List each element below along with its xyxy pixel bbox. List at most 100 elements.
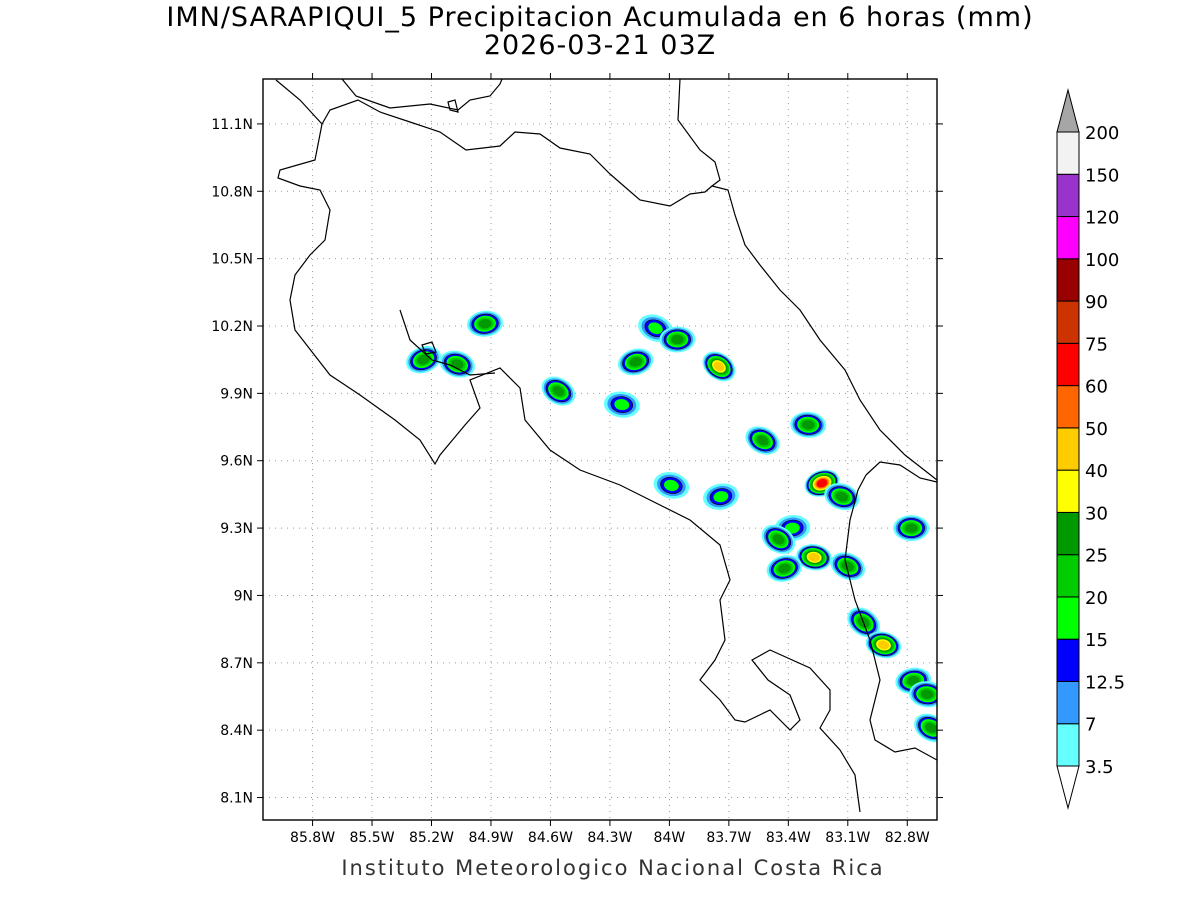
precip-contour-band	[906, 676, 920, 686]
precip-cell	[467, 310, 503, 337]
precip-contour-band	[478, 319, 492, 329]
precip-contour-band	[816, 479, 828, 488]
map-frame	[262, 78, 938, 821]
colorbar-swatch	[1056, 342, 1080, 387]
precip-cell	[909, 681, 937, 708]
lon-tick-label: 84.6W	[528, 830, 573, 846]
precip-contour-band	[648, 322, 663, 335]
colorbar-label: 30	[1085, 503, 1108, 524]
lat-tick-label: 9.9N	[220, 386, 253, 402]
lon-tick-label: 83.7W	[706, 830, 751, 846]
lon-tick-label: 84.3W	[587, 830, 632, 846]
lat-tick-label: 8.1N	[220, 791, 253, 807]
lat-tick-label: 10.2N	[211, 319, 253, 335]
longitude-axis: 85.8W 85.5W 85.2W 84.9W 84.6W 84.3W 84W 83.7W 83…	[290, 73, 930, 846]
colorbar-swatch	[1056, 131, 1080, 175]
precip-contour-band	[670, 334, 684, 345]
lat-tick-label: 10.5N	[211, 252, 253, 268]
lake-nicaragua-shore	[341, 79, 503, 111]
caribbean-coast	[677, 79, 937, 481]
precip-contour-band	[835, 491, 849, 502]
precip-cell	[745, 426, 780, 455]
colorbar-swatch	[1056, 554, 1080, 598]
colorbar-swatch	[1056, 173, 1080, 218]
precip-contour-band	[663, 479, 679, 492]
precip-cell	[796, 544, 832, 571]
colorbar-swatch	[1056, 427, 1080, 471]
colorbar-label: 12.5	[1085, 672, 1125, 693]
precip-cell	[761, 524, 796, 554]
precip-contour-band	[920, 689, 934, 699]
colorbar-label: 7	[1085, 715, 1096, 736]
precip-cell	[541, 376, 576, 406]
lat-tick-label: 9.3N	[220, 521, 253, 537]
lat-tick-label: 8.7N	[220, 656, 253, 672]
precip-cell	[603, 391, 640, 418]
lat-tick-label: 10.8N	[211, 184, 253, 200]
precip-contour-band	[801, 420, 815, 430]
precip-contour-band	[614, 399, 630, 411]
precip-cell	[703, 483, 739, 510]
precip-cell	[659, 326, 696, 353]
colorbar-max-arrow	[1056, 88, 1080, 133]
latitude-axis: 8.1N 8.4N 8.7N 9N 9.3N 9.6N 9.9N 10.2N 10.5N 10.8…	[211, 117, 943, 807]
precip-cell	[617, 348, 654, 376]
pacific-coast-guanacaste	[277, 123, 861, 813]
precip-contour-band	[904, 523, 918, 533]
precip-contour-band	[778, 563, 791, 574]
lon-tick-label: 83.4W	[766, 830, 811, 846]
lon-tick-label: 84.9W	[468, 830, 513, 846]
precip-contour-band	[925, 722, 937, 734]
colorbar-label: 60	[1085, 377, 1108, 398]
precip-cell	[830, 552, 866, 581]
lon-tick-label: 85.5W	[350, 830, 395, 846]
precip-contour-band	[713, 361, 725, 372]
lake-island	[447, 99, 459, 113]
precip-cell	[702, 351, 736, 382]
precip-contour-band	[629, 357, 642, 367]
colorbar-swatch	[1056, 258, 1080, 302]
colorbar-swatch	[1056, 723, 1080, 767]
colorbar-legend: 3.5 7 12.5 15 20 25 30 40 50 60 75 90 100 120 150 200	[1056, 88, 1125, 810]
graticule-grid	[263, 79, 937, 820]
colorbar-swatch	[1056, 680, 1080, 725]
colorbar-label: 20	[1085, 588, 1108, 609]
coastline-borders	[275, 79, 937, 813]
precip-cell	[914, 713, 937, 743]
precip-contour-band	[808, 552, 820, 562]
precip-contour-band	[841, 561, 854, 572]
colorbar-swatch	[1056, 511, 1080, 556]
credit-text: Instituto Meteorologico Nacional Costa R…	[341, 856, 885, 880]
colorbar-min-arrow	[1056, 765, 1080, 810]
precip-cell	[653, 472, 690, 499]
lat-tick-label: 11.1N	[211, 117, 253, 133]
colorbar-label: 40	[1085, 461, 1108, 482]
panama-border	[844, 461, 937, 761]
colorbar-swatch	[1056, 216, 1080, 260]
precipitation-field	[406, 310, 937, 743]
colorbar-label: 150	[1085, 165, 1119, 186]
lon-tick-label: 84W	[654, 830, 686, 846]
colorbar-swatch	[1056, 300, 1080, 344]
colorbar-label: 200	[1085, 123, 1119, 144]
colorbar-label: 75	[1085, 334, 1108, 355]
precip-cell	[865, 631, 902, 659]
lon-tick-label: 82.8W	[885, 830, 930, 846]
precip-contour-band	[877, 640, 890, 650]
precip-contour-band	[713, 491, 729, 503]
colorbar-label: 90	[1085, 292, 1108, 313]
precip-cell	[824, 483, 860, 511]
colorbar-swatch	[1056, 385, 1080, 429]
precip-cell	[766, 555, 803, 582]
precip-contour-band	[417, 354, 430, 365]
precip-cell	[406, 346, 442, 374]
lat-tick-label: 9.6N	[220, 454, 253, 470]
colorbar-swatch	[1056, 469, 1080, 513]
lat-tick-label: 8.4N	[220, 723, 253, 739]
precip-contour-band	[756, 435, 769, 446]
chart-title: IMN/SARAPIQUI_5 Precipitacion Acumulada …	[166, 2, 1034, 33]
nicoya-gulf-shore	[399, 309, 496, 376]
colorbar-swatch	[1056, 638, 1080, 682]
nicaragua-border-north	[275, 79, 713, 207]
colorbar-label: 3.5	[1085, 757, 1114, 778]
